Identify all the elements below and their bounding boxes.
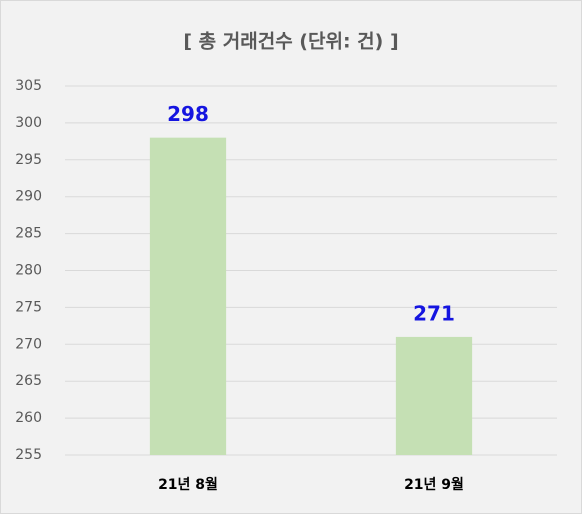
bar xyxy=(395,336,473,455)
y-tick-label: 275 xyxy=(15,299,42,315)
data-label: 271 xyxy=(413,301,455,325)
y-tick-label: 290 xyxy=(15,189,42,205)
y-tick-label: 260 xyxy=(15,410,42,426)
y-tick-label: 270 xyxy=(15,336,42,352)
bar xyxy=(149,137,227,455)
x-tick-label: 21년 8월 xyxy=(158,476,218,493)
y-tick-label: 300 xyxy=(15,115,42,131)
y-tick-label: 265 xyxy=(15,373,42,389)
y-tick-label: 295 xyxy=(15,152,42,168)
y-tick-label: 280 xyxy=(15,263,42,279)
y-tick-label: 255 xyxy=(15,447,42,463)
chart-title: [ 총 거래건수 (단위: 건) ] xyxy=(183,31,398,53)
data-label: 298 xyxy=(167,102,209,126)
x-tick-label: 21년 9월 xyxy=(404,476,464,493)
y-tick-label: 285 xyxy=(15,226,42,242)
y-tick-label: 305 xyxy=(15,78,42,94)
